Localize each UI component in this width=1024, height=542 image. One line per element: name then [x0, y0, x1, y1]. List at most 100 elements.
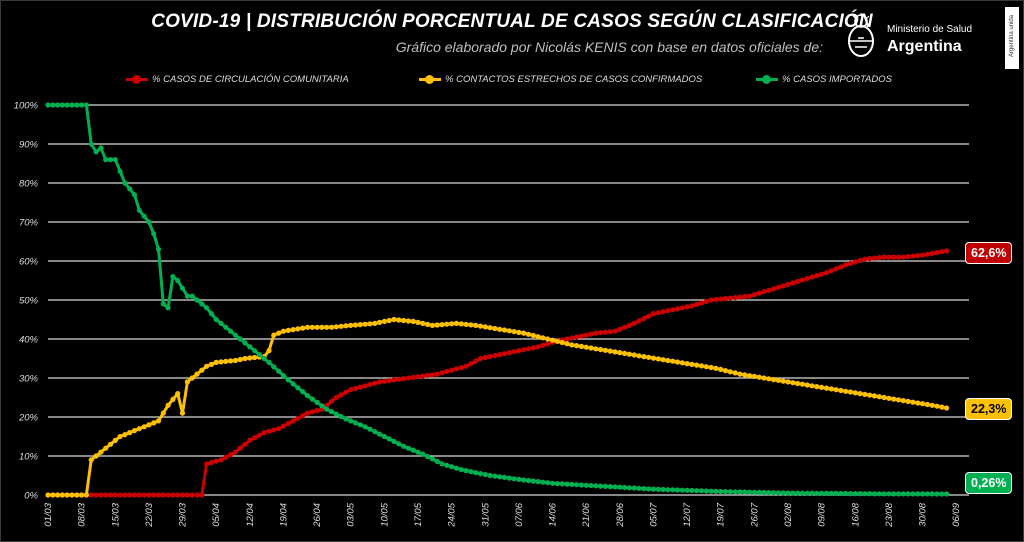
- data-point: [525, 477, 532, 484]
- data-point: [420, 320, 426, 326]
- data-point: [838, 387, 844, 394]
- data-point: [785, 490, 791, 496]
- data-point: [266, 359, 272, 365]
- data-point: [386, 378, 392, 384]
- data-point: [497, 352, 503, 358]
- data-point: [713, 296, 719, 303]
- data-point: [881, 394, 887, 401]
- data-point: [179, 492, 186, 498]
- data-point: [722, 489, 729, 495]
- data-point: [847, 260, 854, 266]
- data-point: [179, 285, 186, 291]
- data-point: [862, 491, 868, 497]
- data-point: [559, 339, 565, 346]
- data-point: [276, 426, 282, 432]
- data-point: [377, 379, 383, 385]
- data-point: [602, 483, 609, 489]
- data-point: [127, 492, 133, 498]
- data-point: [429, 456, 435, 462]
- data-point: [660, 486, 666, 493]
- data-point: [213, 316, 219, 323]
- data-point: [401, 317, 407, 324]
- data-point: [650, 355, 657, 361]
- data-point: [127, 430, 133, 436]
- data-point: [492, 473, 498, 479]
- data-point: [713, 365, 719, 371]
- data-point: [55, 492, 61, 498]
- data-point: [290, 418, 296, 424]
- data-point: [809, 383, 815, 389]
- data-point: [228, 452, 234, 458]
- data-point: [799, 277, 806, 283]
- data-point: [905, 491, 911, 497]
- data-point: [814, 384, 820, 390]
- data-point: [843, 388, 849, 394]
- data-point: [468, 469, 474, 475]
- data-point: [396, 317, 402, 323]
- data-point: [103, 492, 109, 498]
- data-point: [670, 307, 676, 313]
- data-point: [939, 404, 945, 410]
- data-point: [208, 361, 214, 367]
- data-point: [333, 411, 339, 417]
- data-point: [761, 289, 767, 295]
- data-point: [473, 322, 479, 328]
- data-point: [924, 491, 931, 497]
- data-point: [737, 489, 743, 495]
- data-point: [463, 363, 469, 369]
- data-point: [175, 277, 181, 284]
- data-point: [804, 490, 810, 496]
- data-point: [814, 273, 820, 279]
- data-point: [819, 271, 825, 277]
- data-point: [915, 253, 921, 259]
- data-point: [876, 394, 882, 400]
- data-point: [396, 441, 402, 447]
- y-tick-label: 60%: [19, 257, 39, 268]
- data-point: [290, 381, 296, 387]
- data-point: [703, 298, 709, 305]
- data-point: [449, 321, 455, 327]
- data-point: [747, 293, 753, 299]
- data-point: [521, 347, 527, 353]
- data-point: [381, 318, 387, 324]
- data-point: [247, 344, 253, 350]
- data-point: [276, 368, 282, 374]
- data-point: [535, 334, 541, 340]
- data-point: [482, 324, 488, 330]
- data-point: [944, 248, 950, 254]
- data-point: [655, 356, 661, 362]
- data-point: [381, 378, 387, 384]
- data-point: [304, 324, 311, 330]
- data-point: [554, 338, 561, 344]
- data-point: [343, 323, 349, 329]
- data-point: [410, 374, 416, 380]
- data-point: [698, 488, 705, 494]
- data-point: [232, 449, 238, 455]
- data-point: [646, 313, 652, 319]
- data-point: [607, 484, 613, 490]
- data-point: [737, 371, 743, 377]
- data-point: [871, 393, 878, 399]
- data-point: [458, 365, 464, 371]
- x-tick-label: 03/05: [346, 502, 357, 526]
- data-point: [780, 490, 786, 496]
- data-point: [833, 387, 839, 393]
- data-point: [237, 445, 243, 451]
- x-tick-label: 26/04: [312, 503, 323, 528]
- data-point: [410, 318, 416, 324]
- data-point: [290, 327, 296, 333]
- data-point: [391, 316, 397, 323]
- data-point: [477, 323, 484, 329]
- data-point: [131, 492, 138, 498]
- data-point: [727, 295, 733, 301]
- data-point: [328, 398, 335, 404]
- data-point: [338, 323, 344, 329]
- data-point: [367, 381, 373, 388]
- data-point: [617, 326, 623, 332]
- data-point: [674, 487, 681, 493]
- x-tick-label: 12/07: [682, 502, 693, 526]
- data-point: [521, 330, 527, 336]
- data-point: [136, 492, 142, 498]
- data-point: [920, 491, 926, 497]
